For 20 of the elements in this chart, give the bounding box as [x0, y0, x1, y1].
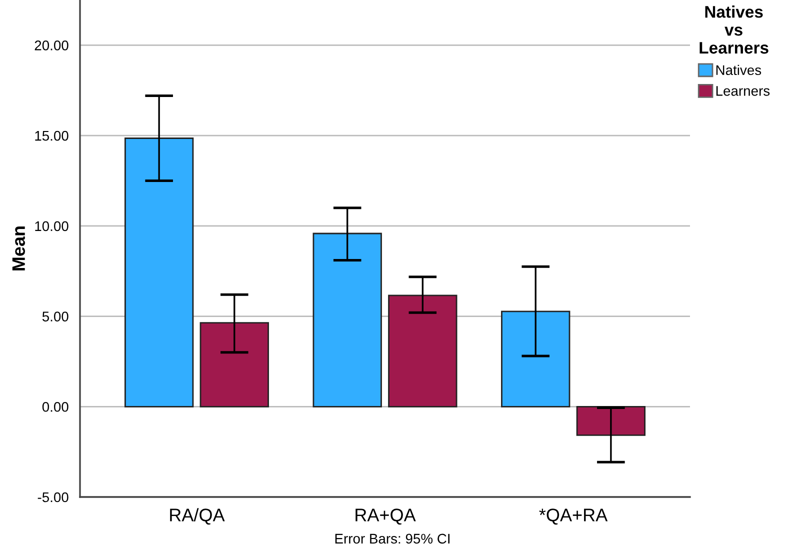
bar — [501, 310, 570, 408]
legend-label: Natives — [716, 64, 762, 76]
text: Error Bars: 95% CI — [335, 534, 450, 544]
bar — [200, 322, 269, 408]
x-tick-label: RA+QA — [356, 508, 416, 525]
legend-label: Learners — [716, 86, 770, 96]
bar — [124, 138, 194, 408]
x-tick-label: RA/QA — [170, 508, 225, 525]
y-tick-label: 5.00 — [42, 312, 68, 322]
y-tick-label: 10.00 — [35, 221, 68, 232]
y-axis-title: Mean — [12, 226, 26, 270]
x-tick-label: *QA+RA — [539, 508, 608, 525]
y-tick-label: -5.00 — [38, 492, 68, 502]
y-tick-label: 20.00 — [34, 40, 68, 50]
bar — [388, 294, 458, 408]
y-tick-label: 0.00 — [42, 402, 68, 412]
y-tick-label: 15.00 — [35, 130, 68, 141]
bar — [312, 232, 382, 408]
bar — [576, 406, 646, 436]
legend-title: Natives vs Learners — [700, 6, 768, 54]
